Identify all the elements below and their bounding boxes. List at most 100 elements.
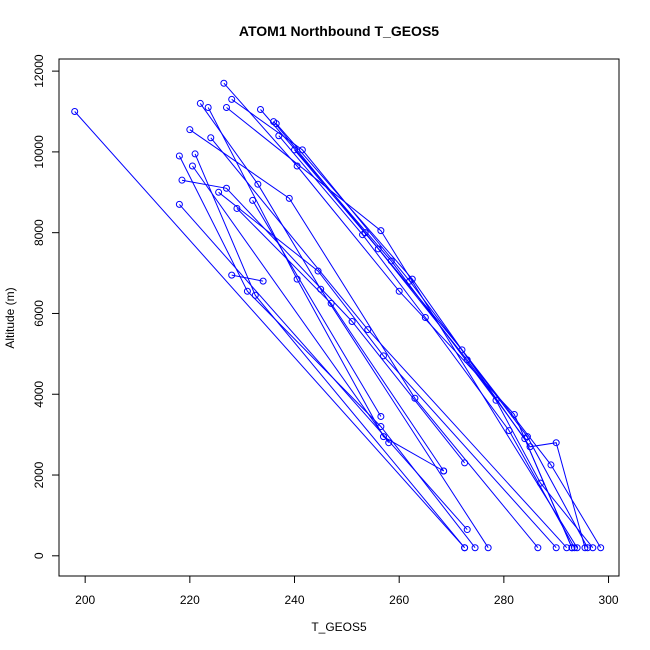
data-point — [463, 356, 471, 364]
data-point — [196, 99, 204, 107]
data-point — [327, 299, 335, 307]
y-axis: 0 2000 4000 6000 8000 10000 12000 — [32, 54, 60, 559]
y-tick-label: 8000 — [32, 219, 46, 246]
data-point — [374, 245, 382, 253]
data-point — [547, 461, 555, 469]
data-point — [536, 479, 544, 487]
series-line-15 — [273, 121, 602, 548]
data-point — [285, 194, 293, 202]
data-point — [317, 285, 325, 293]
data-point — [387, 257, 395, 265]
x-tick-label: 280 — [494, 593, 514, 607]
series-line-2 — [181, 179, 465, 464]
data-point — [552, 439, 560, 447]
series-line-20 — [231, 274, 264, 282]
series-layer — [71, 79, 605, 552]
data-point — [440, 467, 448, 475]
data-point — [228, 95, 236, 103]
data-point — [411, 394, 419, 402]
y-tick-label: 4000 — [32, 381, 46, 408]
series-line-3 — [178, 155, 476, 549]
data-point — [275, 132, 283, 140]
data-point — [222, 103, 230, 111]
data-point — [568, 544, 576, 552]
data-point — [581, 544, 589, 552]
data-point — [510, 410, 518, 418]
data-point — [471, 544, 479, 552]
data-point — [348, 318, 356, 326]
series-line-9 — [210, 137, 568, 549]
data-point — [291, 146, 299, 154]
data-point — [461, 544, 469, 552]
data-point — [314, 267, 322, 275]
series-line-10 — [218, 191, 557, 549]
data-point — [207, 134, 215, 142]
data-point — [188, 162, 196, 170]
x-tick-label: 260 — [389, 593, 409, 607]
data-point — [534, 544, 542, 552]
data-point — [254, 180, 262, 188]
x-tick-label: 300 — [599, 593, 619, 607]
x-axis-label: T_GEOS5 — [311, 620, 367, 634]
data-point — [461, 459, 469, 467]
x-tick-label: 220 — [180, 593, 200, 607]
y-tick-label: 6000 — [32, 300, 46, 327]
x-axis: 200 220 240 260 280 300 — [75, 575, 619, 607]
data-point — [243, 287, 251, 295]
series-line-7 — [199, 103, 489, 548]
data-point — [589, 544, 597, 552]
data-point — [204, 103, 212, 111]
data-point — [233, 204, 241, 212]
data-point — [256, 105, 264, 113]
series-line-12 — [226, 107, 578, 548]
data-point — [222, 184, 230, 192]
data-point — [215, 188, 223, 196]
data-point — [521, 435, 529, 443]
data-point — [359, 231, 367, 239]
data-point — [395, 287, 403, 295]
data-point — [175, 200, 183, 208]
data-point — [178, 176, 186, 184]
y-tick-label: 2000 — [32, 461, 46, 488]
data-point — [573, 544, 581, 552]
series-line-4 — [192, 165, 390, 443]
data-point — [421, 314, 429, 321]
series-line-17 — [278, 135, 575, 548]
y-tick-label: 0 — [32, 552, 46, 559]
data-point — [463, 526, 471, 534]
data-point — [175, 152, 183, 160]
data-point — [379, 352, 387, 360]
data-point — [597, 544, 605, 552]
series-line-6 — [189, 129, 539, 549]
data-point — [408, 275, 416, 283]
data-point — [251, 291, 259, 299]
data-point — [186, 126, 194, 134]
data-point — [377, 423, 385, 431]
x-tick-label: 200 — [75, 593, 95, 607]
series-line-5 — [194, 153, 465, 549]
data-point — [364, 326, 372, 334]
series-line-14 — [260, 109, 594, 549]
series-line-18 — [294, 149, 573, 548]
series-line-21 — [252, 200, 382, 417]
series-line-19 — [236, 208, 445, 472]
data-point — [379, 433, 387, 441]
data-point — [259, 277, 267, 285]
data-point — [505, 427, 513, 435]
data-point — [526, 443, 534, 451]
data-point — [220, 79, 228, 87]
series-line-8 — [207, 107, 444, 472]
data-point — [385, 439, 393, 447]
data-point — [552, 544, 560, 552]
series-line-11 — [223, 82, 573, 548]
series-line-0 — [74, 111, 465, 549]
data-point — [377, 412, 385, 420]
data-point — [571, 544, 579, 552]
data-point — [71, 108, 79, 116]
x-tick-label: 240 — [284, 593, 304, 607]
data-point — [563, 544, 571, 552]
data-point — [293, 275, 301, 283]
data-point — [584, 544, 592, 552]
data-point — [249, 196, 257, 204]
